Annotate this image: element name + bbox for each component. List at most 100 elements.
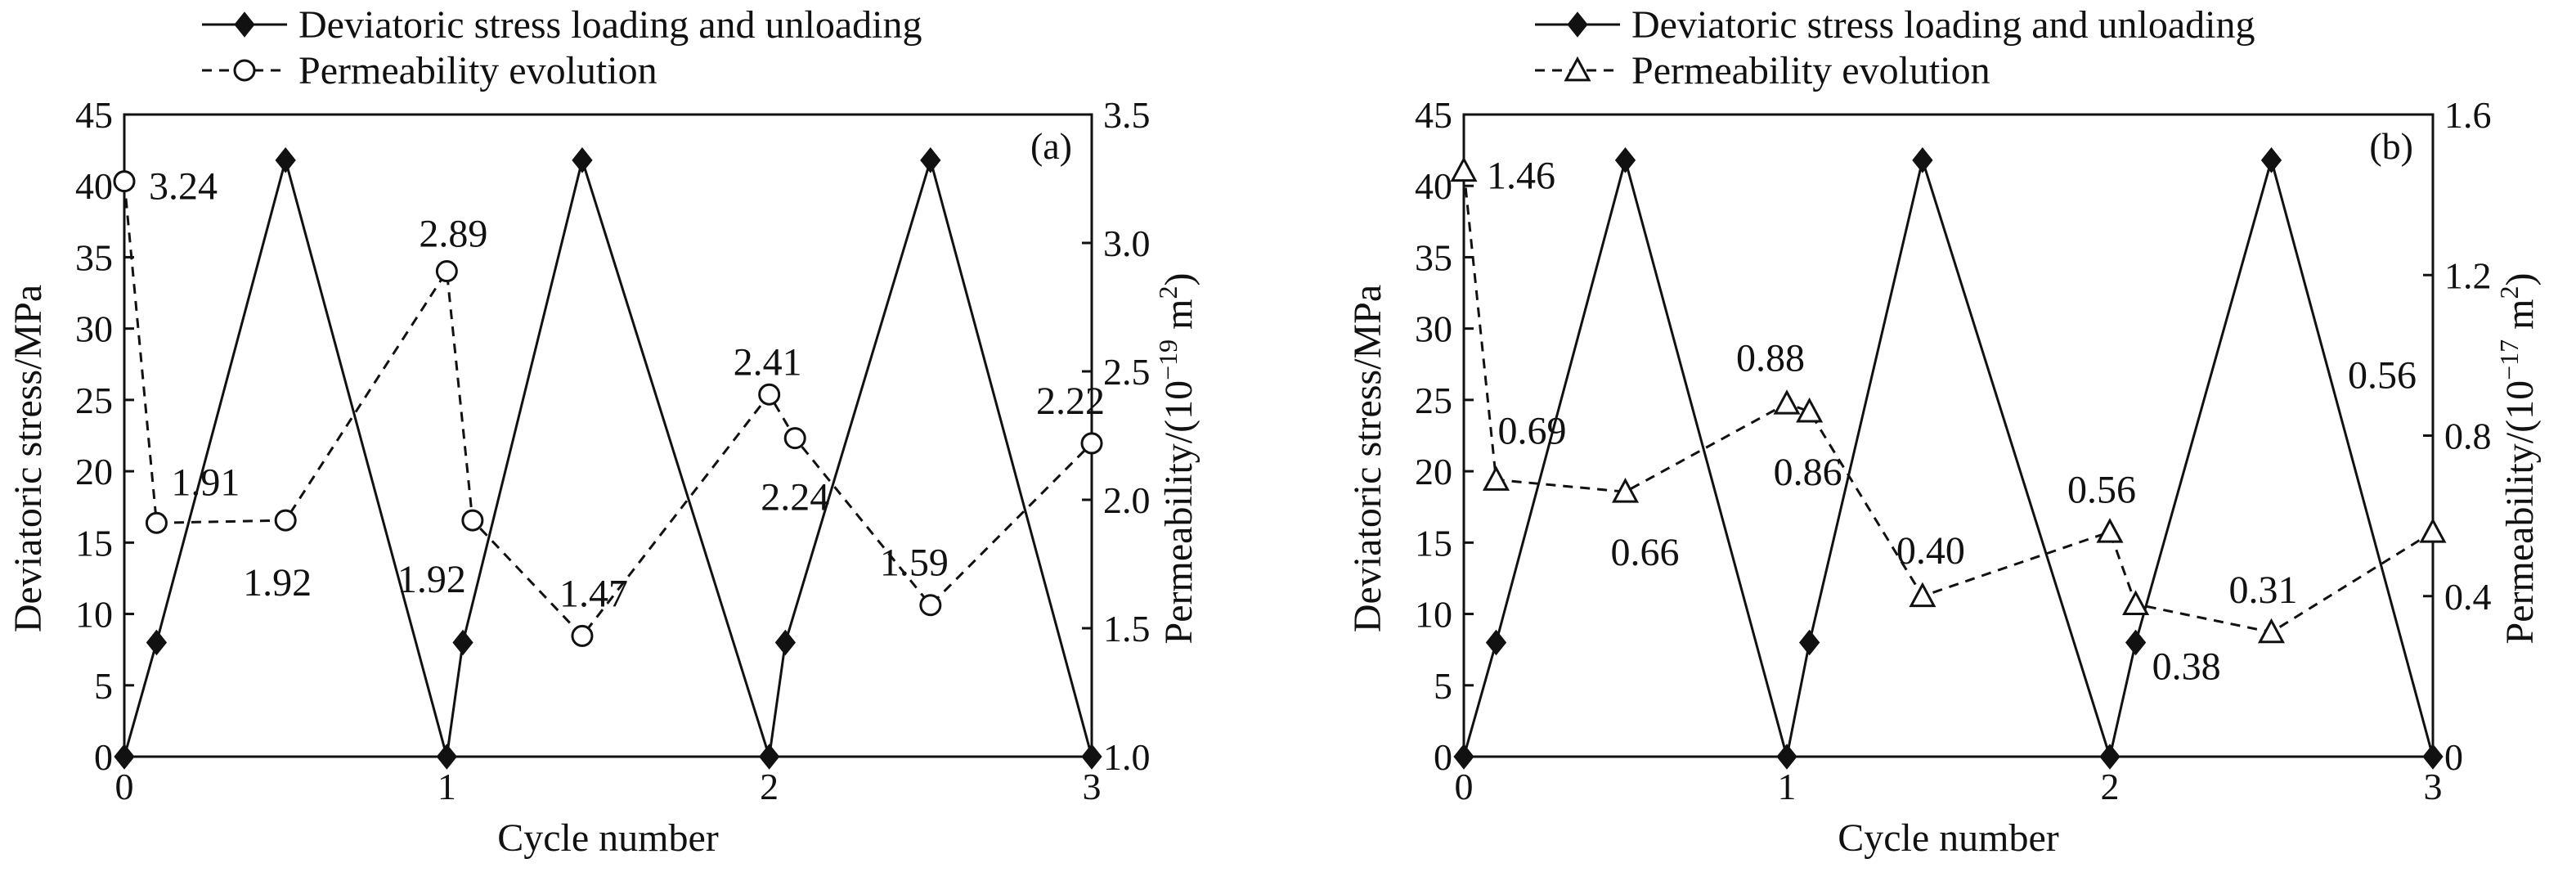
data-label: 0.86 [1774, 451, 1842, 494]
data-point-permeability [1773, 389, 1801, 415]
y-tick-label: 40 [75, 165, 113, 207]
y2-tick-label: 1.6 [2444, 94, 2492, 136]
data-point-stress [2422, 744, 2444, 770]
data-point-permeability [758, 383, 781, 406]
series-line-stress [123, 155, 1093, 757]
x-tick-label: 1 [1778, 766, 1797, 807]
data-point-stress [759, 744, 780, 770]
data-point-permeability [2096, 518, 2124, 543]
y-tick-label: 10 [1415, 594, 1452, 636]
data-point-permeability [1080, 432, 1103, 455]
y-tick-label: 20 [1415, 451, 1452, 492]
data-point-permeability [145, 511, 168, 534]
data-label: 2.22 [1036, 380, 1105, 423]
data-point-stress [1081, 744, 1102, 770]
data-label: 3.24 [149, 165, 218, 209]
data-label: 0.88 [1736, 336, 1805, 380]
data-point-permeability [435, 260, 458, 283]
data-label: 0.56 [2348, 353, 2417, 397]
data-point-stress [114, 744, 135, 770]
y-tick-label: 35 [75, 236, 113, 278]
data-point-permeability [274, 509, 297, 532]
y2-axis-title-exp: −19 [1153, 339, 1183, 380]
y2-tick-label: 1.5 [1103, 608, 1151, 650]
y-tick-label: 20 [75, 451, 113, 492]
y2-axis-title-sup: 2 [2494, 286, 2524, 299]
data-label: 0.66 [1611, 531, 1680, 574]
data-point-permeability [1482, 465, 1510, 491]
y2-tick-label: 1.0 [1103, 736, 1151, 778]
y2-axis-title-suffix: ) [2498, 273, 2542, 286]
x-tick-label: 2 [760, 766, 779, 807]
y2-tick-label: 0.8 [2444, 416, 2492, 457]
data-point-permeability [1909, 582, 1936, 608]
data-point-stress [1453, 744, 1474, 770]
legend-entry: Deviatoric stress loading and unloading [298, 3, 922, 47]
legend-entry: Permeability evolution [1631, 49, 1990, 92]
y2-axis-title: Permeability/(10−19 m2) [1153, 273, 1200, 645]
y-tick-label: 35 [1415, 236, 1452, 278]
y-tick-label: 30 [75, 308, 113, 350]
panel-label: (b) [2369, 125, 2413, 167]
data-label: 1.91 [171, 461, 240, 504]
x-tick-label: 0 [115, 766, 134, 807]
y2-axis-title-sup: 2 [1153, 286, 1183, 299]
legend-marker [1567, 11, 1588, 38]
y-tick-label: 25 [1415, 380, 1452, 421]
data-point-stress [1799, 629, 1820, 656]
y-tick-label: 15 [75, 522, 113, 564]
x-tick-label: 3 [2424, 766, 2443, 807]
data-point-permeability [571, 624, 594, 647]
data-point-stress [2099, 744, 2120, 770]
y-tick-label: 5 [1434, 665, 1452, 707]
y-tick-label: 45 [1415, 94, 1452, 136]
data-point-stress [146, 629, 168, 656]
y2-axis-title-unit: m [2498, 299, 2542, 339]
data-label: 2.89 [419, 213, 487, 256]
y2-tick-label: 3.0 [1103, 222, 1151, 264]
y2-tick-label: 2.5 [1103, 351, 1151, 393]
y-axis-title: Deviatoric stress/MPa [7, 285, 50, 632]
data-label: 2.41 [734, 340, 802, 384]
data-point-stress [436, 744, 457, 770]
data-point-stress [774, 629, 797, 656]
y2-axis-title-exp: −17 [2494, 339, 2524, 380]
data-point-permeability [2257, 618, 2286, 644]
series-line-stress [1462, 155, 2435, 762]
y-tick-label: 0 [1434, 736, 1452, 778]
data-point-stress [2260, 147, 2282, 173]
y2-tick-label: 0.4 [2444, 576, 2492, 618]
data-label: 0.38 [2152, 645, 2221, 689]
y2-tick-label: 1.2 [2444, 254, 2492, 296]
legend-marker [233, 59, 256, 82]
y-tick-label: 40 [1415, 165, 1452, 207]
data-label: 0.40 [1896, 529, 1965, 573]
data-label: 0.69 [1498, 409, 1567, 452]
y2-tick-label: 0 [2444, 736, 2463, 778]
data-point-permeability [783, 427, 806, 450]
data-point-stress [920, 147, 941, 173]
y-tick-label: 5 [94, 665, 113, 707]
data-point-permeability [113, 170, 136, 193]
y-tick-label: 45 [75, 94, 113, 136]
data-point-stress [2125, 629, 2147, 656]
chart-panel-a: 0 1 2 30510152025303540451.01.52.02.53.03.5… [7, 3, 1200, 860]
y-tick-label: 30 [1415, 308, 1452, 350]
data-label: 1.92 [243, 561, 312, 605]
data-point-stress [1776, 744, 1797, 770]
y-axis-title: Deviatoric stress/MPa [1346, 285, 1389, 632]
data-label: 1.47 [559, 572, 628, 615]
plot-frame [123, 113, 1093, 758]
y2-tick-label: 2.0 [1103, 479, 1151, 521]
data-point-stress [275, 147, 296, 173]
y2-axis-title-prefix: Permeability/(10 [2498, 380, 2542, 645]
legend-entry: Deviatoric stress loading and unloading [1631, 3, 2255, 47]
y2-axis-title-suffix: ) [1157, 273, 1200, 286]
data-label: 1.59 [880, 542, 949, 585]
x-tick-label: 1 [438, 766, 456, 807]
data-label: 0.56 [2067, 468, 2136, 511]
data-point-stress [572, 147, 593, 173]
series-line-permeability [1462, 170, 2434, 634]
panel-label: (a) [1030, 125, 1072, 167]
